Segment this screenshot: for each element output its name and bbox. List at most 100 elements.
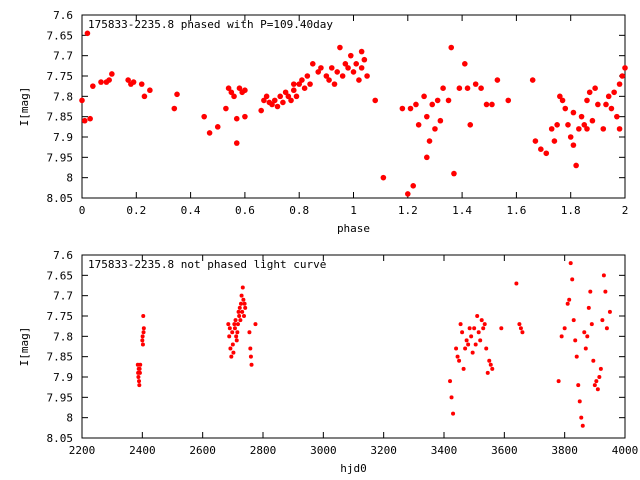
data-point xyxy=(570,277,575,282)
data-point xyxy=(171,105,178,112)
data-point xyxy=(464,85,471,91)
data-point xyxy=(584,97,590,104)
data-point xyxy=(345,65,351,71)
data-point xyxy=(489,101,495,108)
data-point xyxy=(581,122,588,128)
data-point xyxy=(514,281,519,286)
data-point xyxy=(476,330,481,335)
data-point xyxy=(543,150,550,157)
axis-ticks: 0 0.2 0.4 0.6 0.8 1 1.2 1.4 1.6 1.8 2 7.6 7.65 7.7 7.7… xyxy=(47,9,629,217)
data-point xyxy=(130,79,137,85)
data-point xyxy=(578,113,585,120)
data-point xyxy=(140,338,145,343)
y-axis-label: I[mag] xyxy=(18,87,31,127)
data-point xyxy=(358,48,365,55)
x-tick-label: 3600 xyxy=(491,444,518,457)
data-point xyxy=(290,81,297,87)
data-point xyxy=(410,183,417,189)
data-point xyxy=(380,174,387,181)
data-point xyxy=(141,330,146,335)
y-tick-label: 7.95 xyxy=(47,391,74,404)
data-point xyxy=(301,85,308,91)
data-point xyxy=(238,301,243,306)
data-point xyxy=(214,124,221,130)
data-point xyxy=(601,273,606,278)
data-point xyxy=(239,293,244,298)
data-point xyxy=(277,93,283,100)
data-point xyxy=(364,73,370,79)
data-point xyxy=(347,52,354,59)
data-point xyxy=(140,334,145,339)
x-tick-label: 0.6 xyxy=(235,204,255,217)
data-point xyxy=(241,314,246,318)
data-point xyxy=(445,97,452,104)
data-point xyxy=(576,383,581,388)
data-point xyxy=(426,138,433,144)
data-point xyxy=(206,130,213,136)
data-point xyxy=(372,97,379,104)
data-point xyxy=(230,330,235,335)
x-tick-label: 0.2 xyxy=(126,204,146,217)
data-point xyxy=(482,322,487,327)
data-point xyxy=(405,191,411,197)
data-point xyxy=(588,289,593,294)
data-point xyxy=(141,314,146,318)
data-point xyxy=(138,81,145,87)
x-tick-label: 3200 xyxy=(370,444,397,457)
data-point xyxy=(529,77,536,83)
data-point xyxy=(582,330,587,335)
data-point xyxy=(589,322,594,327)
data-point xyxy=(483,101,490,108)
data-point xyxy=(342,61,349,67)
data-point xyxy=(243,305,248,310)
data-point xyxy=(472,326,477,331)
data-point xyxy=(253,322,258,327)
data-point xyxy=(140,342,145,347)
data-point xyxy=(600,126,607,132)
data-point xyxy=(413,101,419,108)
x-tick-label: 3800 xyxy=(551,444,578,457)
data-point xyxy=(247,330,252,335)
data-point xyxy=(233,318,238,323)
data-point xyxy=(485,370,490,375)
data-point xyxy=(448,44,455,51)
axis-ticks: 2200 2400 2600 2800 3000 3200 3400 3600 3800 4000… xyxy=(47,249,639,457)
data-point xyxy=(249,362,254,367)
y-tick-label: 7.9 xyxy=(53,131,73,144)
data-point xyxy=(238,318,243,323)
data-point xyxy=(288,97,294,104)
data-point xyxy=(237,314,242,318)
data-point xyxy=(282,89,289,96)
data-point xyxy=(434,97,441,104)
data-point xyxy=(174,91,180,98)
data-point xyxy=(597,375,602,379)
data-point xyxy=(568,261,573,266)
data-point xyxy=(234,338,239,343)
data-point xyxy=(242,87,248,94)
data-point xyxy=(280,99,286,106)
data-point xyxy=(290,87,297,94)
data-point xyxy=(462,61,468,67)
data-point xyxy=(248,346,253,351)
data-point xyxy=(584,126,590,132)
data-point xyxy=(567,134,574,140)
data-point xyxy=(231,93,237,100)
x-tick-label: 3400 xyxy=(431,444,458,457)
data-point xyxy=(304,73,311,79)
data-point xyxy=(440,85,446,91)
y-tick-label: 7.6 xyxy=(53,249,73,262)
data-point xyxy=(470,350,475,355)
x-tick-label: 3000 xyxy=(310,444,337,457)
data-point xyxy=(339,73,346,79)
data-point xyxy=(236,85,243,91)
data-point xyxy=(237,305,242,310)
y-tick-label: 7.7 xyxy=(53,290,73,303)
data-point xyxy=(457,358,462,363)
data-point xyxy=(576,126,582,132)
data-point xyxy=(574,354,579,359)
data-point xyxy=(106,77,112,83)
data-point xyxy=(598,366,603,371)
data-point xyxy=(242,113,248,120)
data-point xyxy=(556,379,561,384)
data-point xyxy=(353,61,360,67)
